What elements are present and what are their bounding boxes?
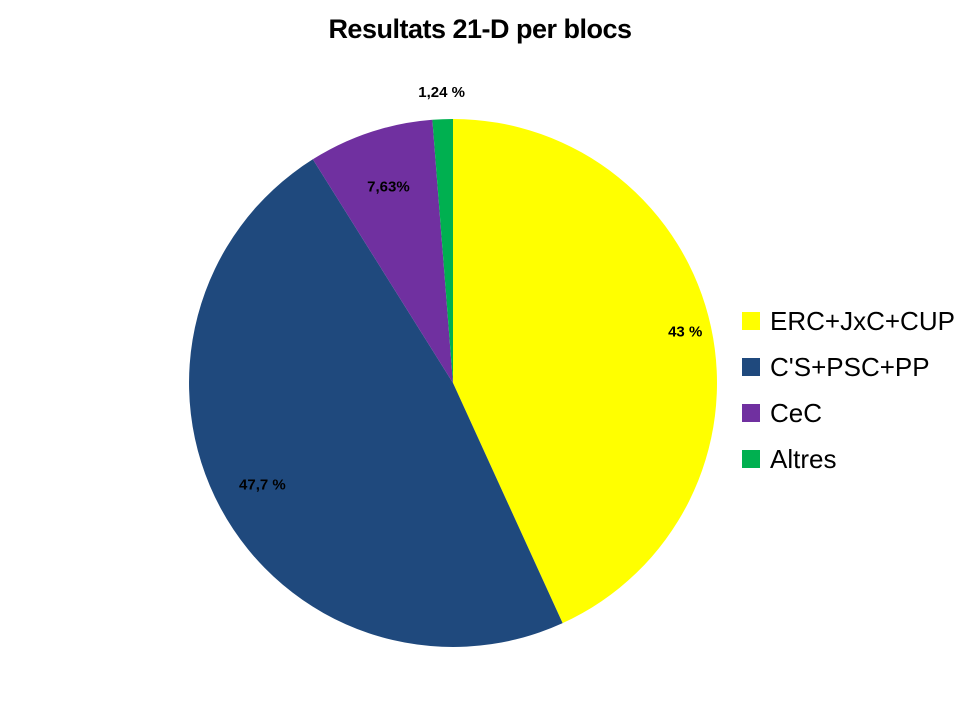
legend-swatch <box>742 404 760 422</box>
legend-label: CeC <box>770 397 823 428</box>
legend-swatch <box>742 312 760 330</box>
pie-slice-1 <box>453 119 717 624</box>
legend-swatch <box>742 450 760 468</box>
legend-item: CeC <box>742 390 955 436</box>
legend-label: ERC+JxC+CUP <box>770 305 955 336</box>
legend-swatch <box>742 358 760 376</box>
slice-value-label: 43 % <box>668 323 702 340</box>
legend-label: Altres <box>770 443 837 474</box>
legend-item: C'S+PSC+PP <box>742 344 955 390</box>
legend-label: C'S+PSC+PP <box>770 351 930 382</box>
slice-value-label: 47,7 % <box>239 477 286 494</box>
pie-slice-3 <box>312 119 453 383</box>
pie-slice-4 <box>432 119 453 383</box>
legend-item: Altres <box>742 436 955 482</box>
slice-value-label: 1,24 % <box>418 84 465 101</box>
pie-slice-2 <box>189 159 563 647</box>
slice-value-label: 7,63% <box>367 178 410 195</box>
chart-title: Resultats 21-D per blocs <box>328 14 632 44</box>
legend-item: ERC+JxC+CUP <box>742 298 955 344</box>
legend: ERC+JxC+CUP C'S+PSC+PP CeC Altres <box>742 298 955 482</box>
